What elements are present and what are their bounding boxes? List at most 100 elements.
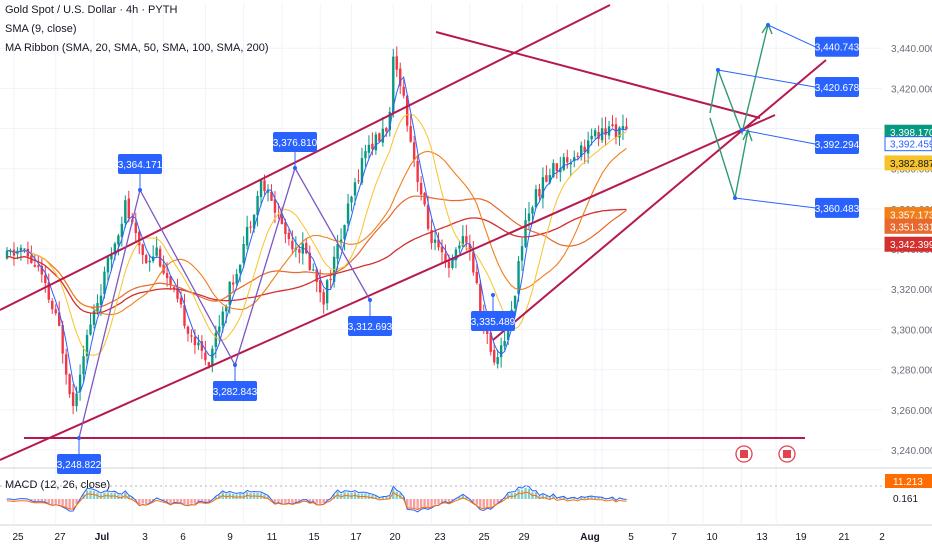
candle-body — [343, 224, 346, 240]
macd-histogram-bar — [218, 494, 221, 499]
time-axis-tick: Aug — [580, 532, 599, 543]
channel-upper-line — [0, 4, 611, 311]
candle-body — [447, 261, 451, 268]
candle-body — [412, 142, 416, 160]
candle-body — [475, 272, 478, 283]
price-badge-text: 3,382.887 — [890, 159, 932, 170]
macd-histogram-bar — [68, 499, 71, 510]
candle-body — [26, 248, 30, 257]
macd-histogram-bar — [374, 496, 378, 499]
macd-histogram-bar — [409, 499, 412, 508]
candle-body — [169, 276, 172, 286]
macd-histogram-bar — [437, 499, 440, 505]
candle-body — [600, 128, 604, 141]
candle-body — [75, 393, 78, 407]
macd-histogram-bar — [611, 497, 614, 499]
candle-body — [399, 68, 402, 87]
candle-body — [461, 236, 465, 247]
macd-histogram-bar — [172, 499, 176, 502]
candle-body — [489, 332, 492, 352]
candle-body — [23, 248, 26, 250]
time-axis-tick: 25 — [478, 532, 490, 543]
target-point — [733, 196, 737, 200]
pivot-point — [77, 436, 81, 440]
target-connector — [767, 24, 816, 48]
candle-body — [336, 244, 339, 259]
candle-body — [534, 189, 538, 208]
candle-body — [5, 250, 9, 259]
macd-histogram-bar — [517, 489, 520, 499]
macd-histogram-bar — [458, 497, 461, 499]
macd-histogram-bar — [562, 496, 565, 499]
candle-body — [381, 128, 385, 143]
macd-badge-box — [885, 491, 932, 505]
candle-body — [513, 295, 517, 309]
candle-body — [419, 182, 423, 195]
macd-histogram-bar — [580, 496, 583, 499]
time-axis-tick: 9 — [227, 532, 233, 543]
economic-event-flag-icon — [740, 450, 748, 458]
candle-body — [350, 196, 353, 203]
macd-histogram-bar — [284, 499, 287, 504]
macd-histogram-bar — [583, 497, 586, 499]
macd-histogram-bar — [120, 494, 124, 499]
candle-body — [249, 226, 252, 228]
macd-histogram-bar — [499, 499, 503, 501]
candle-body — [618, 127, 621, 138]
price-badge-box — [884, 236, 932, 252]
time-axis-tick: 13 — [756, 532, 768, 543]
candle-body — [186, 326, 190, 334]
price-badge-box — [884, 136, 932, 152]
candle-body — [329, 278, 332, 281]
candle-body — [315, 269, 318, 282]
pivot-point — [491, 293, 495, 297]
macd-histogram-bar — [489, 499, 492, 508]
price-badge-text: 3,392.459 — [890, 140, 932, 151]
time-axis-tick: 3 — [142, 532, 148, 543]
macd-histogram-bar — [33, 499, 37, 502]
candle-body — [207, 362, 211, 367]
macd-histogram-bar — [332, 494, 336, 499]
macd-histogram-bar — [169, 499, 172, 504]
candle-body — [520, 246, 524, 261]
macd-histogram-bar — [277, 499, 280, 502]
candle-body — [576, 155, 579, 157]
macd-histogram-bar — [214, 496, 217, 499]
candle-body — [145, 255, 148, 264]
time-axis-tick: 25 — [12, 532, 24, 543]
time-axis-tick: 20 — [389, 532, 401, 543]
macd-histogram-bar — [134, 499, 137, 501]
macd-histogram-bar — [162, 499, 165, 501]
candle-body — [37, 265, 40, 267]
candle-body — [486, 329, 489, 334]
price-axis: 3,240.000 3,260.000 3,280.000 3,300.000 3,32… — [884, 44, 932, 457]
macd-histogram-bar — [503, 497, 506, 499]
target-connector — [741, 129, 816, 145]
time-axis-tick: Jul — [95, 532, 110, 543]
candle-body — [353, 182, 357, 196]
price-axis-tick: 3,280.000 — [891, 366, 932, 377]
macd-histogram-bar — [287, 499, 291, 503]
macd-histogram-bar — [44, 499, 47, 502]
candle-body — [61, 325, 64, 354]
target-label-box — [815, 134, 859, 155]
macd-histogram-bar — [416, 499, 419, 510]
time-axis-tick: 29 — [518, 532, 530, 543]
candle-body — [503, 340, 506, 347]
macd-histogram-bar — [520, 489, 524, 499]
candle-body — [573, 157, 576, 162]
candle-body — [531, 207, 534, 214]
macd-histogram-bar — [54, 499, 57, 504]
candle-body — [465, 236, 468, 243]
macd-histogram-bar — [412, 499, 416, 509]
candle-body — [590, 135, 593, 140]
candle-body — [454, 249, 458, 261]
macd-histogram-bar — [472, 499, 475, 503]
pivot-point — [138, 188, 142, 192]
candle-body — [444, 253, 447, 262]
target-labels: 3,440.743 3,420.678 3,392.294 3,360.483 — [716, 23, 860, 218]
candle-body — [232, 282, 235, 285]
candle-body — [138, 231, 141, 246]
